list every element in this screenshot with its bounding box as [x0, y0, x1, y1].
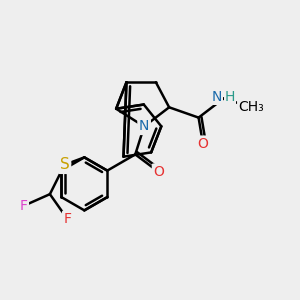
- Text: N: N: [139, 119, 149, 134]
- Text: CH₃: CH₃: [239, 100, 265, 114]
- Text: H: H: [225, 90, 236, 104]
- Text: S: S: [60, 157, 70, 172]
- Text: O: O: [153, 165, 164, 179]
- Text: O: O: [198, 137, 208, 151]
- Text: F: F: [20, 199, 27, 213]
- Text: N: N: [212, 90, 222, 104]
- Text: F: F: [64, 212, 72, 226]
